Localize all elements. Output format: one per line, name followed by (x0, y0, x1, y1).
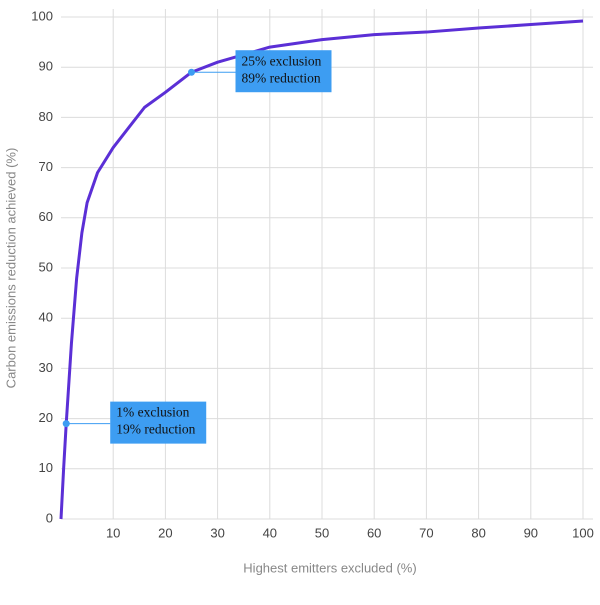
x-tick-label: 100 (572, 525, 594, 540)
x-tick-label: 80 (471, 525, 485, 540)
x-tick-label: 40 (263, 525, 277, 540)
y-tick-label: 80 (39, 109, 53, 124)
callout-text: 25% exclusion (242, 53, 322, 68)
x-tick-label: 90 (524, 525, 538, 540)
x-tick-label: 50 (315, 525, 329, 540)
y-tick-label: 0 (46, 510, 53, 525)
x-tick-label: 70 (419, 525, 433, 540)
y-axis-title: Carbon emissions reduction achieved (%) (3, 148, 18, 389)
x-tick-label: 60 (367, 525, 381, 540)
data-line (59, 19, 584, 520)
callout-box (235, 50, 332, 93)
x-axis-title: Highest emitters excluded (%) (243, 560, 416, 575)
annotation-point (188, 68, 195, 76)
x-tick-label: 30 (210, 525, 224, 540)
x-tick-label: 10 (106, 525, 120, 540)
y-tick-label: 10 (39, 460, 53, 475)
callout-text: 1% exclusion (116, 405, 189, 420)
y-tick-label: 90 (39, 59, 53, 74)
y-tick-label: 30 (39, 360, 53, 375)
x-tick-label: 20 (158, 525, 172, 540)
callout-box (110, 401, 207, 444)
callout-text: 19% reduction (116, 422, 195, 437)
y-tick-label: 100 (31, 8, 53, 23)
y-tick-label: 70 (39, 159, 53, 174)
y-tick-label: 40 (39, 310, 53, 325)
annotation-point (62, 420, 70, 428)
y-tick-label: 20 (39, 410, 53, 425)
y-tick-label: 50 (39, 259, 53, 274)
callout-text: 89% reduction (242, 70, 321, 85)
y-tick-label: 60 (39, 209, 53, 224)
